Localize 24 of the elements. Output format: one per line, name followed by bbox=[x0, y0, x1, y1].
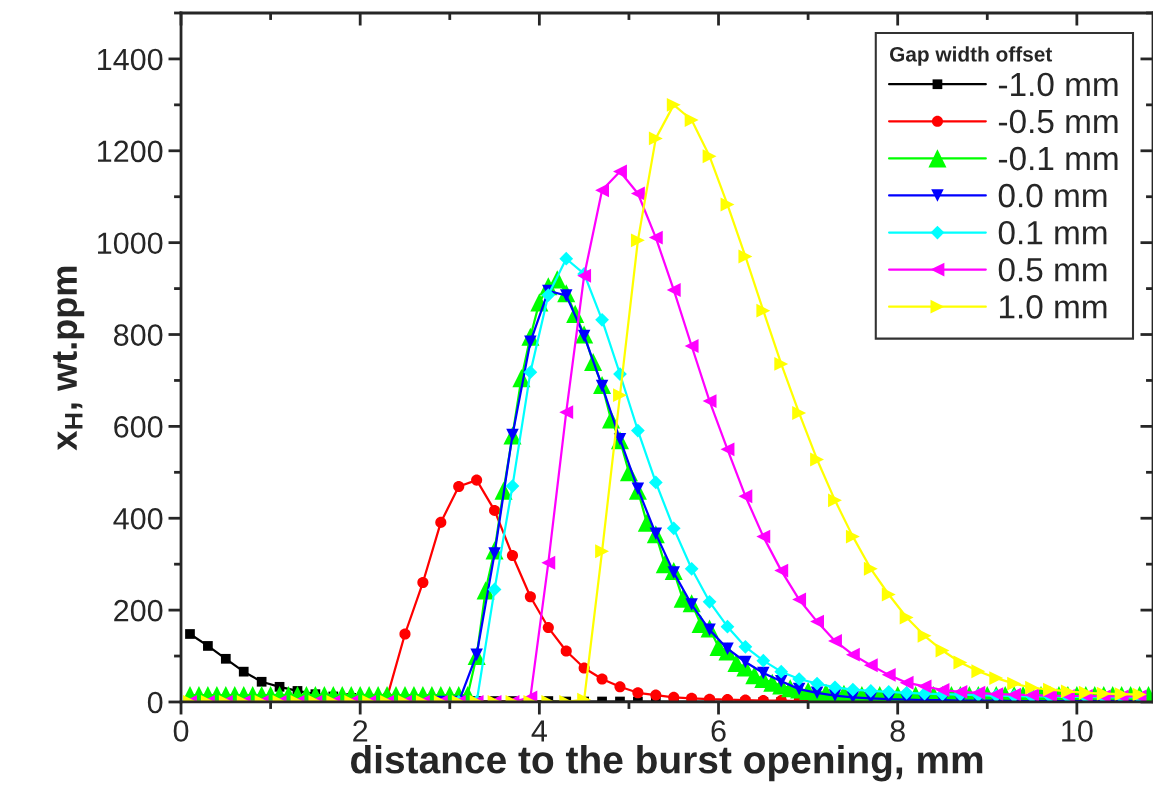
legend-title: Gap width offset bbox=[889, 46, 1053, 66]
legend-label: 0.5 mm bbox=[998, 257, 1107, 282]
legend-label: 0.0 mm bbox=[998, 183, 1107, 208]
y-tick-label: 800 bbox=[114, 324, 163, 346]
x-tick-label: 8 bbox=[890, 720, 905, 742]
x-tick-label: 10 bbox=[1062, 720, 1093, 742]
y-tick-label: 0 bbox=[147, 691, 163, 714]
legend-label: -0.5 mm bbox=[998, 109, 1118, 134]
x-axis-title: distance to the burst opening, mm bbox=[351, 745, 983, 782]
y-tick-label: 1200 bbox=[98, 140, 163, 163]
x-tick-label: 6 bbox=[711, 720, 726, 742]
y-tick-label: 1400 bbox=[98, 48, 163, 71]
y-axis-title: x$_{H}$, wt.ppm bbox=[53, 266, 85, 451]
legend-label: -1.0 mm bbox=[998, 72, 1118, 97]
legend-label: -0.1 mm bbox=[998, 146, 1118, 171]
y-tick-label: 600 bbox=[114, 416, 163, 438]
y-tick-label: 200 bbox=[114, 599, 163, 622]
y-tick-label: 1000 bbox=[98, 232, 163, 255]
legend-label: 1.0 mm bbox=[999, 295, 1107, 319]
legend-label: 0.1 mm bbox=[998, 220, 1107, 245]
x-tick-label: 0 bbox=[173, 720, 189, 742]
y-tick-label: 400 bbox=[113, 507, 163, 530]
x-tick-label: 2 bbox=[353, 720, 368, 742]
x-tick-label: 4 bbox=[531, 720, 547, 742]
